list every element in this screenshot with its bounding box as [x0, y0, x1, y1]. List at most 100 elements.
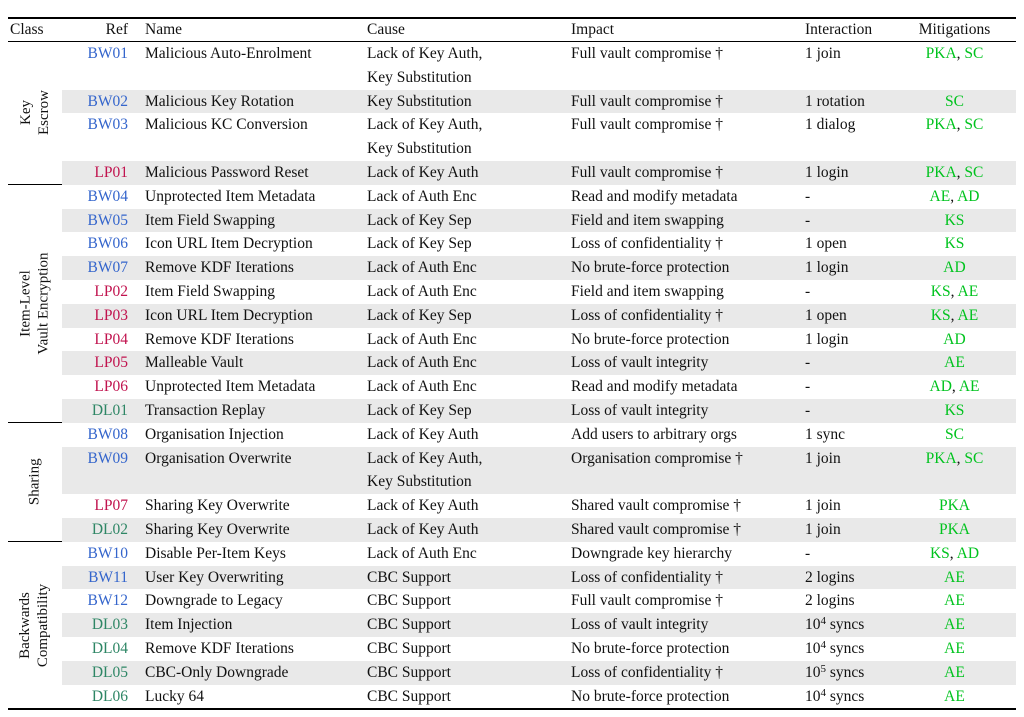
- mitigation-tag: AD: [956, 544, 980, 562]
- mitigations-cell: PKA, SC: [925, 45, 984, 62]
- ref-cell: LP06: [94, 378, 128, 396]
- table-row-dl06: DL06 Lucky 64 CBC Support No brute-force pr…: [62, 685, 1016, 709]
- ref-cell: LP03: [94, 306, 128, 324]
- mitigation-tag: KS: [930, 306, 951, 324]
- table-row-lp05: LP05 Malleable Vault Lack of Auth Enc Loss …: [62, 351, 1016, 376]
- section-key-escrow: Key Escrow BW01 Malicious Auto-Enrolment La…: [8, 42, 1016, 185]
- impact-cell: Full vault compromise †: [571, 45, 723, 62]
- mitigation-tag: SC: [964, 45, 984, 62]
- ref-cell: LP02: [94, 282, 128, 300]
- ref-cell: DL05: [91, 663, 128, 681]
- mitigations-cell: KS, AE: [930, 282, 979, 300]
- mitigation-tag: AD: [929, 378, 952, 396]
- table-row-dl03: DL03 Item Injection CBC Support Loss of vau…: [62, 613, 1016, 637]
- table-row-lp06: LP06 Unprotected Item Metadata Lack of Aut…: [62, 375, 1016, 399]
- cause-cell: CBC Support: [367, 568, 451, 586]
- table-row-bw03: BW03 Malicious KC Conversion Lack of Key A…: [62, 113, 1016, 161]
- mitigation-tag: AE: [944, 687, 965, 705]
- ref-cell: BW07: [87, 259, 128, 277]
- ref-cell: BW06: [87, 235, 128, 253]
- ref-cell: BW01: [87, 45, 128, 62]
- table-row-bw06: BW06 Icon URL Item Decryption Lack of Key …: [62, 232, 1016, 256]
- mitigation-tag: AE: [944, 592, 965, 610]
- mitigation-tag: AD: [943, 330, 966, 348]
- cause-cell: Lack of Key Auth: [367, 520, 479, 538]
- cause-cell: CBC Support: [367, 592, 451, 610]
- interaction-cell: 1 rotation: [805, 92, 865, 110]
- mitigation-tag: PKA: [925, 45, 957, 62]
- mitigation-tag: PKA: [925, 116, 957, 134]
- cause-cell: Key Substitution: [367, 92, 472, 110]
- mitigations-cell: AD: [893, 256, 1016, 280]
- mitigations-cell: PKA, SC: [925, 449, 984, 467]
- impact-cell: Loss of confidentiality †: [571, 663, 723, 681]
- impact-cell: Loss of vault integrity: [571, 401, 709, 419]
- cause-cell: Lack of Key Auth: [367, 425, 479, 443]
- mitigation-tag: KS: [929, 544, 950, 562]
- exponent: 4: [820, 638, 827, 651]
- interaction-cell: 105 syncs: [805, 662, 865, 681]
- exponent: 4: [820, 686, 827, 699]
- mitigation-tag: PKA: [938, 497, 970, 515]
- mitigation-tag: AE: [944, 639, 965, 657]
- impact-cell: Shared vault compromise †: [571, 497, 742, 515]
- header-ref: Ref: [105, 21, 128, 38]
- mitigation-tag: AE: [944, 616, 965, 634]
- mitigation-tag: AE: [957, 282, 979, 300]
- interaction-cell: 1 join: [805, 45, 841, 62]
- impact-cell: Loss of vault integrity: [571, 616, 709, 634]
- name-cell: Unprotected Item Metadata: [145, 378, 316, 396]
- ref-cell: LP07: [94, 497, 128, 515]
- section-item-level-vault-encryption: Item-Level Vault Encryption BW04 Unprotect…: [8, 184, 1016, 423]
- table-row-lp07: LP07 Sharing Key Overwrite Lack of Key Aut…: [62, 494, 1016, 518]
- exponent: 4: [820, 615, 827, 628]
- ref-cell: BW09: [87, 449, 128, 467]
- ref-cell: BW02: [87, 92, 128, 110]
- table-body: Key Escrow BW01 Malicious Auto-Enrolment La…: [8, 42, 1016, 711]
- mitigation-tag: SC: [945, 425, 964, 443]
- name-cell: Malicious Key Rotation: [145, 92, 294, 110]
- mitigation-tag: PKA: [938, 520, 970, 538]
- ref-cell: BW04: [87, 187, 128, 205]
- cause-cell: Lack of Key Sep: [367, 306, 472, 324]
- class-label-sharing: Sharing: [26, 458, 43, 506]
- section-rows: BW01 Malicious Auto-Enrolment Lack of Key …: [62, 42, 1016, 185]
- mitigations-cell: KS, AE: [930, 306, 979, 324]
- mitigations-cell: SC: [893, 90, 1016, 114]
- mitigation-tag: AE: [957, 306, 979, 324]
- cause-cell: Lack of Key Sep: [367, 235, 472, 253]
- header-cause: Cause: [367, 21, 405, 38]
- table-row-lp01: LP01 Malicious Password Reset Lack of Key …: [62, 160, 1016, 185]
- interaction-cell: 2 logins: [805, 592, 855, 610]
- mitigation-tag: AD: [943, 259, 966, 277]
- ref-cell: BW05: [87, 211, 128, 229]
- name-cell: CBC-Only Downgrade: [145, 663, 289, 681]
- name-cell: Sharing Key Overwrite: [145, 520, 290, 538]
- table-row-dl04: DL04 Remove KDF Iterations CBC Support No b…: [62, 637, 1016, 661]
- ref-cell: DL02: [91, 520, 128, 538]
- mitigation-tag: SC: [964, 449, 984, 467]
- interaction-cell: -: [805, 282, 811, 300]
- mitigations-cell: KS: [893, 209, 1016, 233]
- table-row-bw04: BW04 Unprotected Item Metadata Lack of Aut…: [62, 185, 1016, 209]
- name-cell: Icon URL Item Decryption: [145, 235, 313, 253]
- class-column-cell: Key Escrow: [8, 42, 62, 185]
- interaction-cell: 1 dialog: [805, 116, 856, 134]
- section-backwards-compatibility: Backwards Compatibility BW10 Disable Per-I…: [8, 541, 1016, 709]
- name-cell: Organisation Injection: [145, 425, 284, 443]
- name-cell: Malicious KC Conversion: [145, 116, 308, 134]
- mitigation-tag: AE: [944, 663, 965, 681]
- header-impact: Impact: [571, 21, 615, 38]
- ref-cell: LP04: [94, 330, 128, 348]
- mitigations-cell: AE: [893, 637, 1016, 661]
- impact-cell: No brute-force protection: [571, 330, 730, 348]
- mitigations-cell: PKA: [893, 518, 1016, 542]
- ref-cell: LP05: [94, 354, 128, 372]
- mitigations-cell: AE: [893, 613, 1016, 637]
- cause-cell: Lack of Key Sep: [367, 211, 472, 229]
- cause-cell: Lack of Key Sep: [367, 401, 472, 419]
- impact-cell: Full vault compromise †: [571, 163, 723, 181]
- impact-cell: No brute-force protection: [571, 639, 730, 657]
- name-cell: User Key Overwriting: [145, 568, 284, 586]
- ref-cell: BW10: [87, 544, 128, 562]
